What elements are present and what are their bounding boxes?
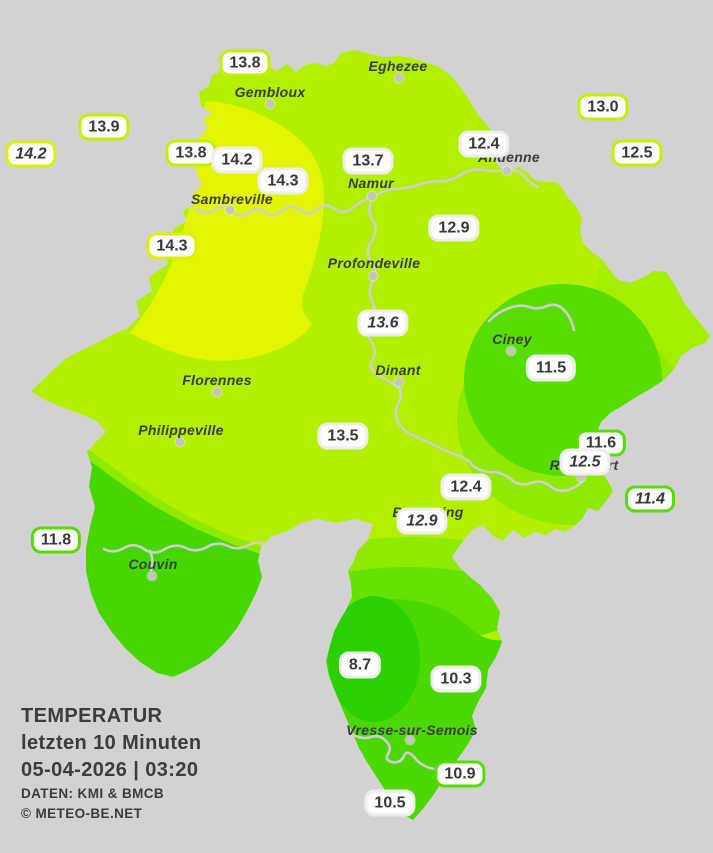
city-label: Philippeville <box>138 422 224 438</box>
temp-station-label: 14.2 <box>211 146 263 174</box>
river-lesse <box>470 463 586 493</box>
city-label: Dinant <box>375 362 421 378</box>
temp-station-label: 13.9 <box>78 113 130 141</box>
zone-couvin-green <box>85 458 288 677</box>
city-dot <box>502 166 512 176</box>
temp-station-label: 12.5 <box>559 448 611 476</box>
river-ciney <box>487 303 576 332</box>
map-datetime: 05-04-2026 | 03:20 <box>21 759 199 781</box>
map-subtitle: letzten 10 Minuten <box>21 732 202 754</box>
city-dot <box>147 571 157 581</box>
river-meuse-south <box>365 197 474 467</box>
temp-station-label: 11.8 <box>30 526 82 554</box>
temp-station-label: 12.4 <box>458 130 510 158</box>
temp-station-label: 12.4 <box>440 473 492 501</box>
city-dot <box>225 205 235 215</box>
city-label: Eghezee <box>368 58 428 74</box>
zone-warm-yellow <box>130 101 324 361</box>
city-dot <box>175 437 185 447</box>
data-source: DATEN: KMI & BMCB <box>21 786 165 801</box>
city-dot <box>394 73 404 83</box>
zone-couvin-mid <box>78 446 288 578</box>
temp-station-label: 13.8 <box>219 49 271 77</box>
temp-station-label: 12.9 <box>428 214 480 242</box>
temp-station-label: 14.3 <box>257 167 309 195</box>
city-label: Sambreville <box>191 191 273 207</box>
map-title: TEMPERATUR <box>21 705 163 727</box>
city-label: Profondeville <box>327 255 421 271</box>
temp-station-label: 13.0 <box>577 93 629 121</box>
temp-station-label: 11.5 <box>525 354 577 382</box>
city-dot <box>368 271 378 281</box>
title-block: TEMPERATUR letzten 10 Minuten 05-04-2026… <box>21 703 202 824</box>
temp-station-label: 12.5 <box>611 139 663 167</box>
river-semois <box>350 732 448 771</box>
city-label: Namur <box>348 175 394 191</box>
temp-station-label: 13.7 <box>342 147 394 175</box>
temp-station-label: 8.7 <box>338 651 382 679</box>
city-dot <box>265 99 275 109</box>
city-dot <box>506 346 516 356</box>
river-couvin-branch <box>148 549 154 572</box>
city-label: Couvin <box>128 556 178 572</box>
temp-station-label: 12.9 <box>396 507 448 535</box>
temp-station-label: 10.9 <box>434 760 486 788</box>
city-dot <box>405 735 415 745</box>
city-dot <box>394 377 404 387</box>
city-label: Gembloux <box>234 84 306 100</box>
city-dot <box>576 472 586 482</box>
city-dot <box>367 191 377 201</box>
temp-station-label: 13.8 <box>165 139 217 167</box>
temp-station-label: 13.5 <box>317 422 369 450</box>
city-label: Vresse-sur-Semois <box>346 722 478 738</box>
city-label: Florennes <box>182 372 252 388</box>
temp-station-label: 14.3 <box>146 232 198 260</box>
temp-station-label: 10.5 <box>364 789 416 817</box>
temp-station-label: 11.4 <box>625 485 675 513</box>
copyright: © METEO-BE.NET <box>21 806 143 821</box>
river-couvin <box>102 541 273 554</box>
temp-station-label: 14.2 <box>5 140 57 168</box>
temp-station-label: 10.3 <box>430 665 482 693</box>
river-meuse-east <box>370 168 539 199</box>
temp-station-label: 13.6 <box>357 309 409 337</box>
city-dot <box>212 387 222 397</box>
city-label: Ciney <box>492 331 532 347</box>
